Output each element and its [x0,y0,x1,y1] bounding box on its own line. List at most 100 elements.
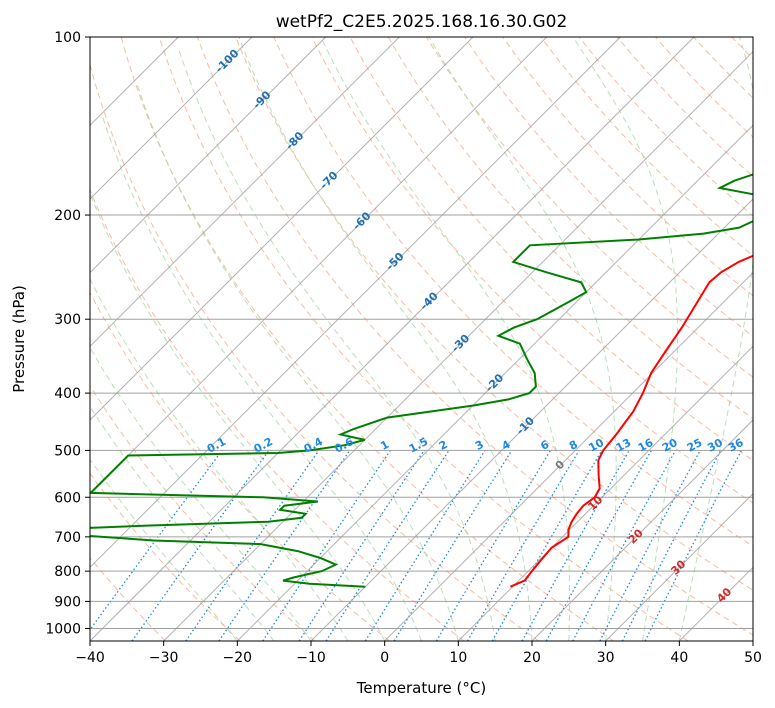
moist-adiabat [428,37,617,641]
mixing-ratio-line [435,450,552,641]
mixing-ratio-line [644,450,743,641]
y-tick-label: 500 [54,443,81,459]
plot-frame [89,36,754,642]
isotherm [310,198,753,641]
isotherm [90,37,548,495]
isotherm [90,37,621,569]
isotherm [90,37,695,641]
moist-adiabat [320,37,570,641]
line-labels: 0.1 0.2 0.4 0.6 1 1.5 2 3 4 6 8 10 13 16 20 25 30 36-100-… [205,47,746,606]
x-tick-label: 50 [744,650,762,666]
y-tick-label: 600 [54,490,81,506]
isotherm [90,37,253,200]
y-tick-label: 800 [54,564,81,580]
moist-adiabat [678,37,753,641]
dry-adiabat [693,37,753,99]
x-tick-label: 10 [449,650,467,666]
dry-adiabat [90,188,465,641]
mixing-ratio-line [572,450,677,641]
dry-adiabat [502,37,753,297]
mixing-ratio-line [298,450,425,641]
mixing-ratio-line [90,450,223,631]
grid-lines [90,37,753,641]
dry-adiabat [90,472,241,641]
y-tick-label: 900 [54,594,81,610]
x-tick-label: −10 [296,650,326,666]
isotherm [90,37,400,348]
isotherm [90,37,327,274]
moist-adiabat [136,83,459,641]
mixing-ratio-line [393,450,513,641]
moist-adiabat [90,346,312,641]
x-tick-label: 40 [670,650,688,666]
y-tick-label: 400 [54,386,81,402]
x-tick-label: −30 [149,650,179,666]
moist-adiabat [178,49,496,641]
moist-adiabat [101,113,422,641]
mixing-ratio-line [545,450,652,641]
x-tick-label: −40 [75,650,105,666]
dry-adiabat [158,37,689,641]
dry-adiabat [235,37,753,591]
isotherm [236,124,753,641]
dry-adiabat [464,37,753,337]
moist-adiabat [238,37,533,641]
mixing-ratio-line [325,450,450,641]
y-tick-label: 100 [54,30,81,46]
dry-adiabat [90,384,316,641]
mixing-ratio-label: 0.4 [302,435,326,456]
mixing-ratio-line [521,450,630,641]
dry-adiabat [349,37,753,462]
isotherm [678,566,753,641]
mixing-ratio-label: 13 [614,436,634,455]
dewpoint-line [90,173,753,588]
dry-adiabat [273,37,753,547]
moist-adiabat [90,277,349,641]
mixing-ratio-label: 16 [636,436,656,455]
isotherm [605,492,753,641]
mixing-ratio-label: 30 [705,436,725,455]
thermo-background-lines [90,37,753,641]
isotherm-label: 10 [585,493,605,513]
dry-adiabat [120,37,614,641]
mixing-ratio-line [364,450,486,641]
isotherm [457,345,753,641]
dry-adiabat [425,37,753,378]
dry-adiabat [387,37,753,420]
moist-adiabat [90,405,275,641]
mixing-ratio-line [218,450,351,641]
mixing-ratio-label: 25 [685,436,705,455]
y-tick-label: 200 [54,208,81,224]
y-tick-label: 300 [54,312,81,328]
isotherm [90,37,474,421]
isotherm [163,50,753,641]
x-axis-label: Temperature (°C) [356,679,486,697]
chart-title: wetPf2_C2E5.2025.168.16.30.G02 [276,12,568,32]
mixing-ratio-line [185,450,320,641]
mixing-ratio-label: 20 [660,436,680,455]
x-tick-label: 30 [597,650,615,666]
x-tick-label: 20 [523,650,541,666]
mixing-ratio-line [621,450,722,641]
x-tick-label: −20 [223,650,253,666]
dry-adiabat [311,37,753,504]
dry-adiabat [90,291,390,641]
mixing-ratio-line [466,450,580,641]
traces [90,173,753,588]
y-axis: 100 200 300 400 500 600 700 800 900 1000 [45,30,90,637]
moist-adiabat [572,37,678,641]
mixing-ratio-label: 1.5 [407,435,430,456]
mixing-ratio-label: 10 [586,436,606,455]
y-axis-label: Pressure (hPa) [10,285,28,393]
isotherm [531,419,753,641]
moist-adiabat [90,458,238,641]
mixing-ratio-label: 36 [726,436,746,455]
y-tick-label: 700 [54,530,81,546]
isotherm [384,271,753,641]
x-axis: −40 −30 −20 −10 0 10 20 30 40 50 [75,641,762,666]
temperature-line [510,254,753,588]
x-tick-label: 0 [380,650,389,666]
